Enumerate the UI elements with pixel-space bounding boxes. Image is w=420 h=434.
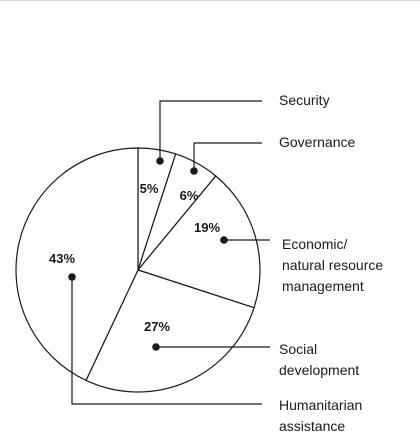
category-label-economic: Economic/natural resource management [282, 236, 383, 294]
percent-label-security: 5% [140, 181, 159, 196]
pie-slice-economic [136, 175, 261, 309]
category-label-security: Security [279, 92, 330, 108]
category-label-governance: Governance [279, 134, 355, 150]
percent-label-humanitarian: 43% [49, 251, 75, 266]
leader-dot-economic [220, 236, 228, 244]
pie-slice-humanitarian [15, 147, 139, 382]
percent-label-social: 27% [144, 319, 170, 334]
leader-dot-security [156, 157, 164, 165]
leader-lines [68, 100, 270, 405]
leader-dot-governance [190, 167, 198, 175]
percent-label-economic: 19% [194, 220, 220, 235]
leader-dot-humanitarian [68, 273, 76, 281]
category-labels: Security Governance Economic/natural resou… [279, 92, 383, 434]
top-rule [0, 0, 420, 1]
leader-line-humanitarian [71, 277, 262, 405]
leader-line-governance [193, 142, 262, 171]
category-label-humanitarian: Humanitarian assistance [279, 397, 362, 434]
leader-dot-social [152, 343, 160, 351]
pie-slice-social [85, 269, 255, 393]
category-label-social: Social development [279, 341, 359, 378]
pie-slices [15, 147, 261, 393]
percent-label-governance: 6% [180, 188, 199, 203]
leader-line-security [159, 100, 262, 161]
percent-labels: 5% 6% 19% 27% 43% [49, 181, 220, 334]
